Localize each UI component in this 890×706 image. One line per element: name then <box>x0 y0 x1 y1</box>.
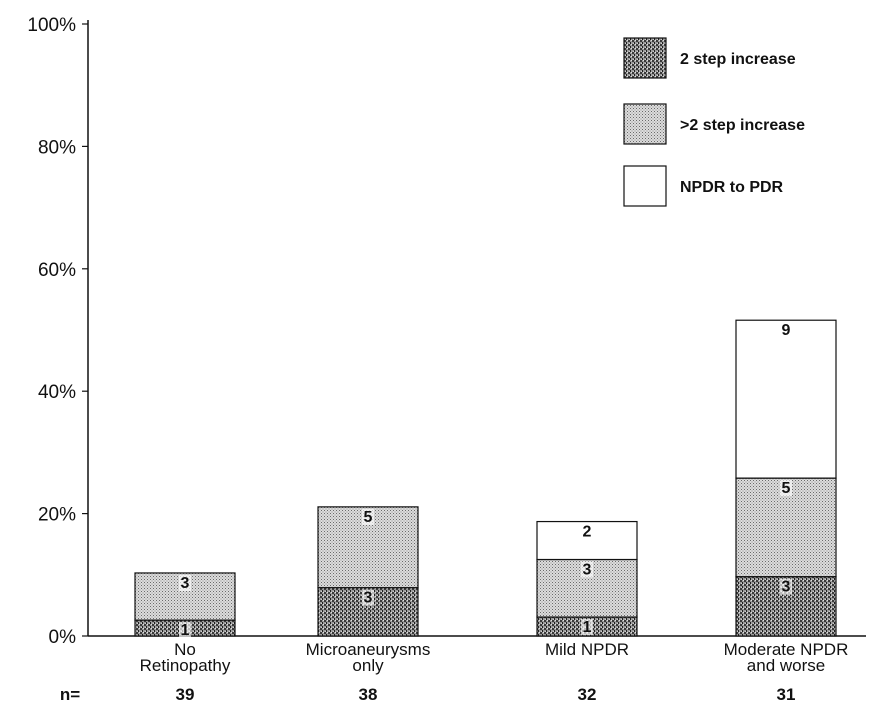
legend-swatch <box>623 165 667 207</box>
y-tick-label: 20% <box>38 505 76 526</box>
n-value: 38 <box>359 685 378 704</box>
y-tick-label: 40% <box>38 382 76 403</box>
n-value: 39 <box>176 685 195 704</box>
y-tick-label: 0% <box>49 627 77 648</box>
n-value: 31 <box>777 685 796 704</box>
x-category-label: Microaneurysms <box>306 640 431 659</box>
data-label-backdrop <box>362 508 374 525</box>
x-category-label: only <box>352 656 384 675</box>
data-label-backdrop <box>780 480 792 497</box>
data-label: 5 <box>782 480 791 497</box>
data-label-backdrop <box>780 322 792 339</box>
data-label: 2 <box>583 524 592 541</box>
legend-label: NPDR to PDR <box>680 179 784 196</box>
data-label-backdrop <box>581 619 593 636</box>
data-label-backdrop <box>581 523 593 540</box>
data-label-backdrop <box>362 589 374 606</box>
data-label: 5 <box>364 509 373 526</box>
data-label: 1 <box>181 622 190 639</box>
data-label-backdrop <box>179 574 191 591</box>
legend: 2 step increase >2 step increase NPDR to P… <box>623 37 805 207</box>
data-label: 1 <box>583 619 592 636</box>
data-label: 3 <box>181 575 190 592</box>
n-prefix: n= <box>60 685 80 704</box>
data-label-backdrop <box>179 622 191 639</box>
legend-label: 2 step increase <box>680 51 796 68</box>
x-category-label: Moderate NPDR <box>724 640 849 659</box>
data-label: 3 <box>364 590 373 607</box>
data-label-backdrop <box>780 578 792 595</box>
data-label: 9 <box>782 322 791 339</box>
n-value: 32 <box>578 685 597 704</box>
data-label: 3 <box>583 562 592 579</box>
data-label-backdrop <box>581 561 593 578</box>
bar-segment <box>735 319 837 479</box>
x-category-label: and worse <box>747 656 825 675</box>
bars: 13NoRetinopathy3935Microaneurysmsonly381… <box>60 319 849 704</box>
legend-swatch <box>623 37 667 79</box>
x-category-label: Retinopathy <box>140 656 231 675</box>
y-tick-label: 60% <box>38 260 76 281</box>
data-label: 3 <box>782 579 791 596</box>
y-tick-label: 100% <box>27 15 76 36</box>
x-category-label: Mild NPDR <box>545 640 629 659</box>
y-tick-label: 80% <box>38 137 76 158</box>
x-category-label: No <box>174 640 196 659</box>
legend-swatch <box>623 103 667 145</box>
legend-label: >2 step increase <box>680 117 805 134</box>
